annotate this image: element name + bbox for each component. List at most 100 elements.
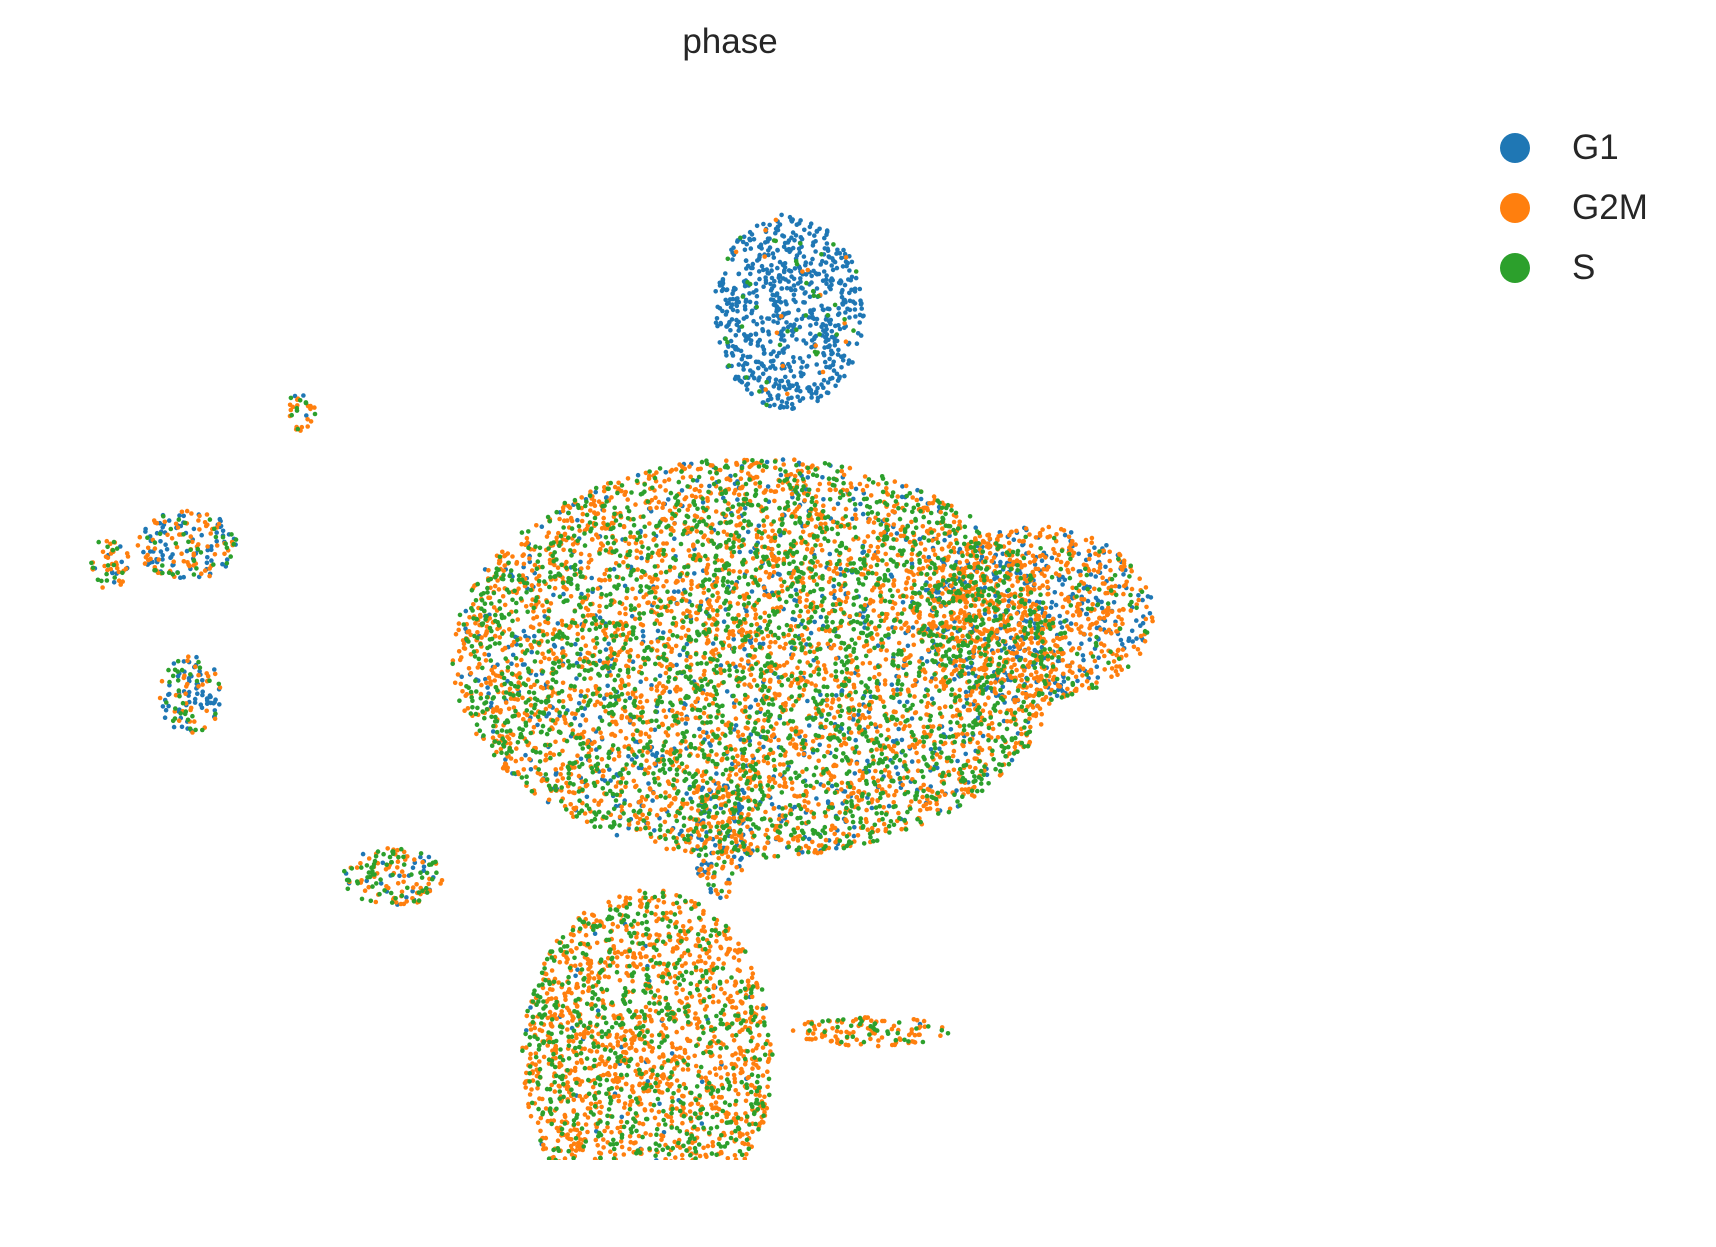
point-g1 bbox=[790, 616, 795, 622]
point-g2m bbox=[630, 586, 635, 592]
point-g2m bbox=[667, 803, 672, 809]
point-g1 bbox=[181, 659, 187, 664]
point-g1 bbox=[824, 273, 829, 278]
point-g2m bbox=[791, 703, 796, 708]
point-g2m bbox=[986, 695, 991, 700]
point-g2m bbox=[781, 762, 786, 767]
point-g2m bbox=[721, 529, 727, 535]
point-g2m bbox=[776, 737, 781, 743]
point-g2m bbox=[726, 635, 731, 641]
point-g2m bbox=[538, 659, 544, 665]
point-g2m bbox=[850, 658, 855, 663]
point-g2m bbox=[800, 580, 806, 586]
point-g1 bbox=[812, 233, 817, 238]
point-g1 bbox=[195, 691, 200, 696]
point-g2m bbox=[640, 812, 645, 818]
point-g2m bbox=[655, 639, 661, 644]
point-g2m bbox=[695, 696, 701, 701]
point-g1 bbox=[611, 566, 617, 572]
point-g1 bbox=[812, 382, 817, 387]
point-g1 bbox=[842, 297, 847, 303]
point-g2m bbox=[785, 391, 790, 397]
point-g1 bbox=[1147, 611, 1153, 616]
point-g1 bbox=[736, 362, 742, 367]
point-g2m bbox=[917, 808, 923, 813]
point-g2m bbox=[886, 770, 892, 775]
point-g2m bbox=[843, 339, 849, 344]
point-g1 bbox=[750, 261, 756, 267]
point-g2m bbox=[836, 697, 841, 702]
point-g1 bbox=[819, 303, 824, 309]
point-g1 bbox=[838, 566, 843, 572]
point-g1 bbox=[827, 551, 833, 557]
point-g1 bbox=[141, 549, 146, 555]
point-g1 bbox=[1015, 731, 1021, 736]
point-g1 bbox=[490, 729, 496, 734]
point-g1 bbox=[1093, 574, 1098, 579]
point-g1 bbox=[604, 495, 609, 500]
point-g2m bbox=[843, 255, 849, 260]
point-g1 bbox=[794, 317, 799, 322]
point-g2m bbox=[546, 797, 552, 803]
point-g2m bbox=[515, 617, 521, 622]
point-g2m bbox=[602, 571, 607, 577]
point-g1 bbox=[823, 260, 829, 265]
point-g2m bbox=[957, 698, 963, 703]
point-g2m bbox=[519, 541, 524, 547]
point-g1 bbox=[714, 316, 720, 321]
point-g2m bbox=[823, 628, 829, 633]
point-g2m bbox=[912, 694, 917, 699]
point-g2m bbox=[467, 615, 472, 620]
point-g2m bbox=[543, 706, 549, 712]
point-g1 bbox=[1009, 757, 1015, 763]
point-g2m bbox=[700, 778, 706, 784]
point-g2m bbox=[922, 669, 928, 675]
point-g1 bbox=[896, 726, 901, 732]
point-g2m bbox=[545, 680, 550, 685]
point-g2m bbox=[611, 757, 617, 762]
point-g2m bbox=[795, 681, 801, 686]
point-g1 bbox=[736, 374, 741, 380]
point-g1 bbox=[727, 319, 732, 325]
point-g2m bbox=[927, 787, 932, 793]
point-g2m bbox=[697, 488, 702, 494]
point-g1 bbox=[761, 267, 766, 273]
point-g1 bbox=[1134, 636, 1139, 641]
point-g1 bbox=[652, 727, 658, 733]
point-g2m bbox=[662, 807, 668, 812]
point-g2m bbox=[857, 481, 863, 487]
point-g2m bbox=[745, 471, 751, 476]
point-g1 bbox=[824, 232, 829, 237]
point-g1 bbox=[731, 637, 736, 642]
point-g1 bbox=[768, 339, 773, 344]
point-g2m bbox=[743, 704, 748, 710]
point-g2m bbox=[705, 495, 710, 501]
point-g1 bbox=[723, 312, 729, 317]
point-g1 bbox=[692, 571, 697, 576]
point-g1 bbox=[739, 379, 745, 385]
point-g1 bbox=[757, 337, 762, 343]
point-g2m bbox=[823, 669, 829, 675]
point-g2m bbox=[649, 640, 654, 645]
point-g2m bbox=[777, 772, 783, 777]
point-g1 bbox=[1053, 602, 1059, 608]
point-g2m bbox=[754, 474, 760, 480]
point-g2m bbox=[860, 775, 865, 781]
point-g2m bbox=[684, 716, 689, 722]
point-g2m bbox=[710, 648, 716, 654]
point-g2m bbox=[688, 474, 693, 480]
point-g1 bbox=[1068, 530, 1074, 535]
point-g1 bbox=[824, 241, 830, 246]
point-g2m bbox=[873, 768, 878, 774]
point-g2m bbox=[875, 549, 881, 555]
point-g1 bbox=[807, 231, 812, 236]
point-g2m bbox=[936, 532, 941, 538]
point-g2m bbox=[826, 579, 832, 585]
point-g1 bbox=[744, 361, 750, 367]
point-g2m bbox=[863, 704, 868, 709]
point-g1 bbox=[713, 320, 719, 325]
point-g1 bbox=[684, 791, 689, 796]
point-g1 bbox=[837, 251, 843, 256]
point-g2m bbox=[616, 753, 622, 759]
point-g1 bbox=[595, 1008, 601, 1013]
